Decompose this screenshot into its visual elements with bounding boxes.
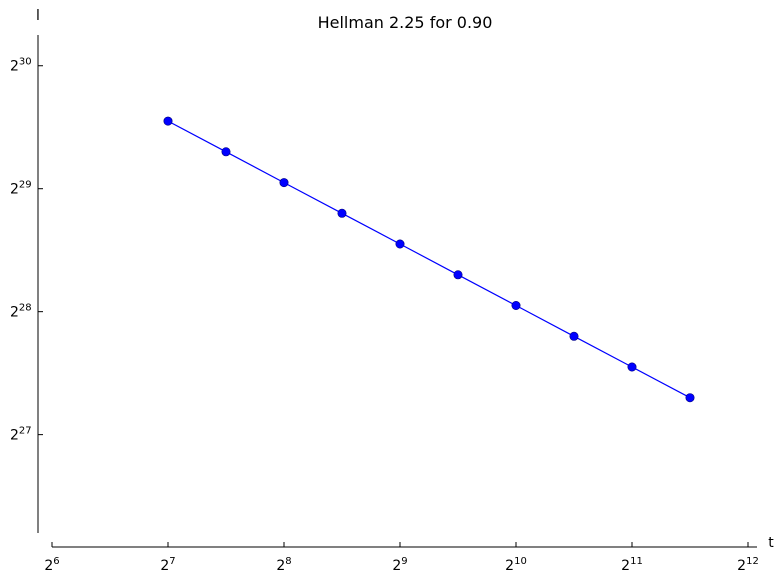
chart-title: Hellman 2.25 for 0.90 <box>318 13 493 32</box>
y-axis-label: l <box>36 8 40 24</box>
x-tick-label: 210 <box>505 556 527 574</box>
x-axis-label: t <box>768 535 774 551</box>
data-point <box>221 147 231 157</box>
data-point <box>685 393 695 403</box>
data-point <box>337 208 347 218</box>
data-point <box>453 270 463 280</box>
x-tick-label: 212 <box>737 556 759 574</box>
series-layer <box>163 116 695 403</box>
data-point <box>569 331 579 341</box>
x-tick-label: 26 <box>44 556 59 574</box>
data-point <box>627 362 637 372</box>
x-tick-label: 29 <box>392 556 407 574</box>
x-tick-label: 28 <box>276 556 291 574</box>
x-tick-label: 211 <box>621 556 643 574</box>
data-point <box>511 300 521 310</box>
y-tick-label: 228 <box>10 303 32 321</box>
y-tick-label: 229 <box>10 180 32 198</box>
y-ticks: 227 228 229 230 <box>10 57 43 444</box>
data-point <box>279 178 289 188</box>
x-tick-label: 27 <box>160 556 175 574</box>
y-tick-label: 227 <box>10 426 32 444</box>
data-point <box>395 239 405 249</box>
series-line <box>167 120 691 399</box>
x-ticks: 26 27 28 29 210 211 212 <box>44 542 759 574</box>
data-point <box>163 116 173 126</box>
y-tick-label: 230 <box>10 57 32 75</box>
